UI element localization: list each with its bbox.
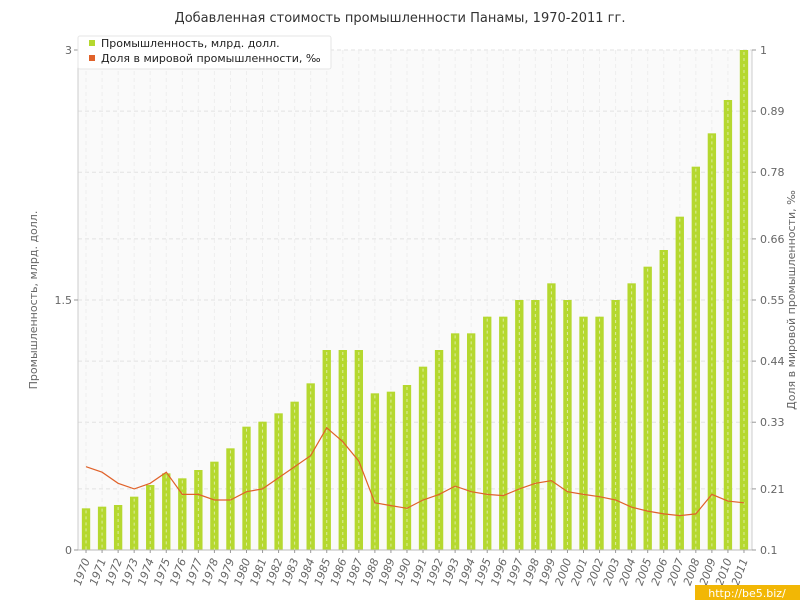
bar-1984 (306, 383, 315, 550)
bar-1991 (418, 366, 428, 550)
line-series (85, 426, 745, 517)
right-axis-title: Доля в мировой промышленности, ‰ (785, 190, 798, 410)
legend-box (77, 35, 332, 70)
right-tick-label: 0.66 (760, 233, 785, 246)
bar-1988 (370, 393, 380, 550)
bar-1999 (547, 283, 556, 550)
legend-label-line: Доля в мировой промышленности, ‰ (101, 52, 321, 65)
line-share (85, 426, 745, 517)
left-tick-label: 0 (65, 544, 72, 557)
legend-label-bar: Промышленность, млрд. долл. (101, 37, 280, 50)
bar-2008 (691, 166, 701, 550)
left-tick-label: 1.5 (55, 294, 73, 307)
legend-marker-bar (89, 40, 95, 46)
right-tick-label: 0.55 (760, 294, 785, 307)
bar-1976 (178, 478, 187, 550)
bar-2006 (659, 250, 668, 550)
left-axis-ticks: 01.53 (55, 44, 78, 557)
right-tick-label: 0.78 (760, 166, 785, 179)
bar-1989 (386, 391, 396, 550)
right-tick-label: 0.21 (760, 483, 785, 496)
right-tick-label: 0.89 (760, 105, 785, 118)
right-tick-label: 1 (760, 44, 767, 57)
bar-1980 (242, 426, 251, 550)
watermark-text: http://be5.biz/ (708, 587, 786, 600)
bar-1993 (450, 333, 460, 550)
chart-title: Добавленная стоимость промышленности Пан… (175, 11, 626, 26)
watermark: http://be5.biz/ (695, 585, 800, 600)
legend: Промышленность, млрд. долл. Доля в миров… (77, 35, 332, 70)
left-axis-title: Промышленность, млрд. долл. (27, 211, 40, 390)
legend-marker-line (89, 55, 95, 61)
right-tick-label: 0.1 (760, 544, 778, 557)
right-axis-ticks: 0.1 0.21 0.33 0.44 0.55 0.66 0.78 0.89 1 (752, 44, 785, 557)
right-tick-label: 0.44 (760, 355, 785, 368)
watermark-background (695, 585, 800, 600)
right-tick-label: 0.33 (760, 416, 785, 429)
bar-1994 (466, 333, 476, 550)
left-tick-label: 3 (65, 44, 72, 57)
bar-2004 (627, 283, 636, 550)
